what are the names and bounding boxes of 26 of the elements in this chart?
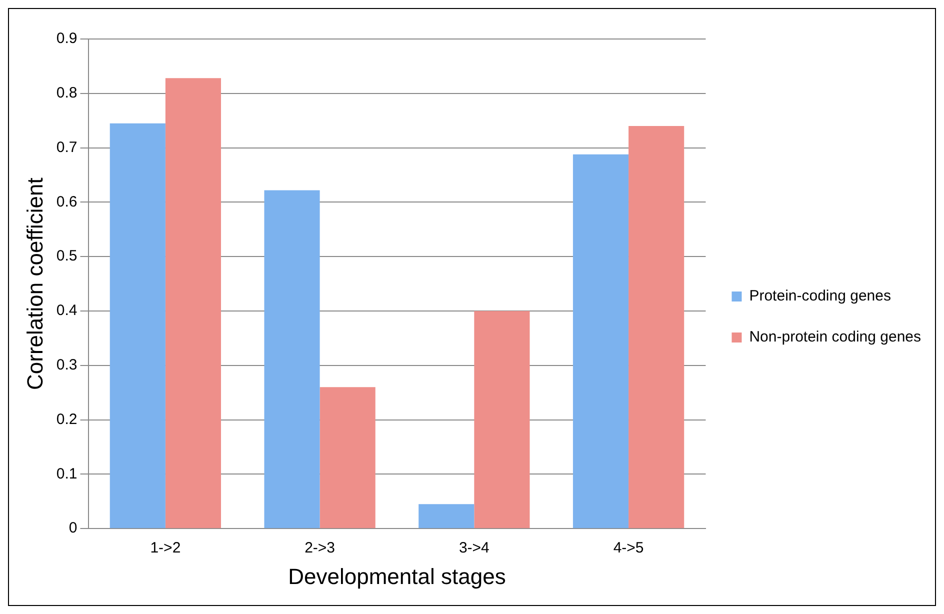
y-tick-label: 0.1 [56, 465, 78, 482]
y-tick-label: 0.5 [56, 248, 78, 265]
y-tick-label: 0.3 [56, 356, 78, 374]
x-tick-label: 1->2 [150, 540, 181, 557]
bar [264, 190, 320, 528]
y-tick-label: 0.6 [56, 193, 78, 210]
y-tick-label: 0.7 [56, 138, 78, 156]
y-tick-label: 0.4 [56, 302, 78, 320]
legend-label: Non-protein coding genes [749, 328, 922, 346]
y-tick-label: 0.8 [56, 84, 78, 102]
bar [165, 78, 222, 528]
legend-label: Protein-coding genes [749, 288, 891, 305]
x-tick-label: 3->4 [458, 540, 490, 557]
y-axis-title: Correlation coefficient [22, 178, 48, 390]
bar [572, 154, 629, 528]
x-axis-title: Developmental stages [288, 564, 506, 589]
y-tick-label: 0.2 [56, 410, 78, 428]
y-tick-label: 0 [68, 520, 78, 537]
y-tick-label: 0.9 [56, 30, 78, 48]
bar [628, 126, 684, 528]
bar [418, 504, 474, 528]
x-tick-label: 2->3 [304, 540, 336, 557]
x-tick-label: 4->5 [613, 540, 644, 557]
bar [474, 311, 530, 528]
bar [110, 123, 166, 528]
bar [320, 387, 376, 528]
